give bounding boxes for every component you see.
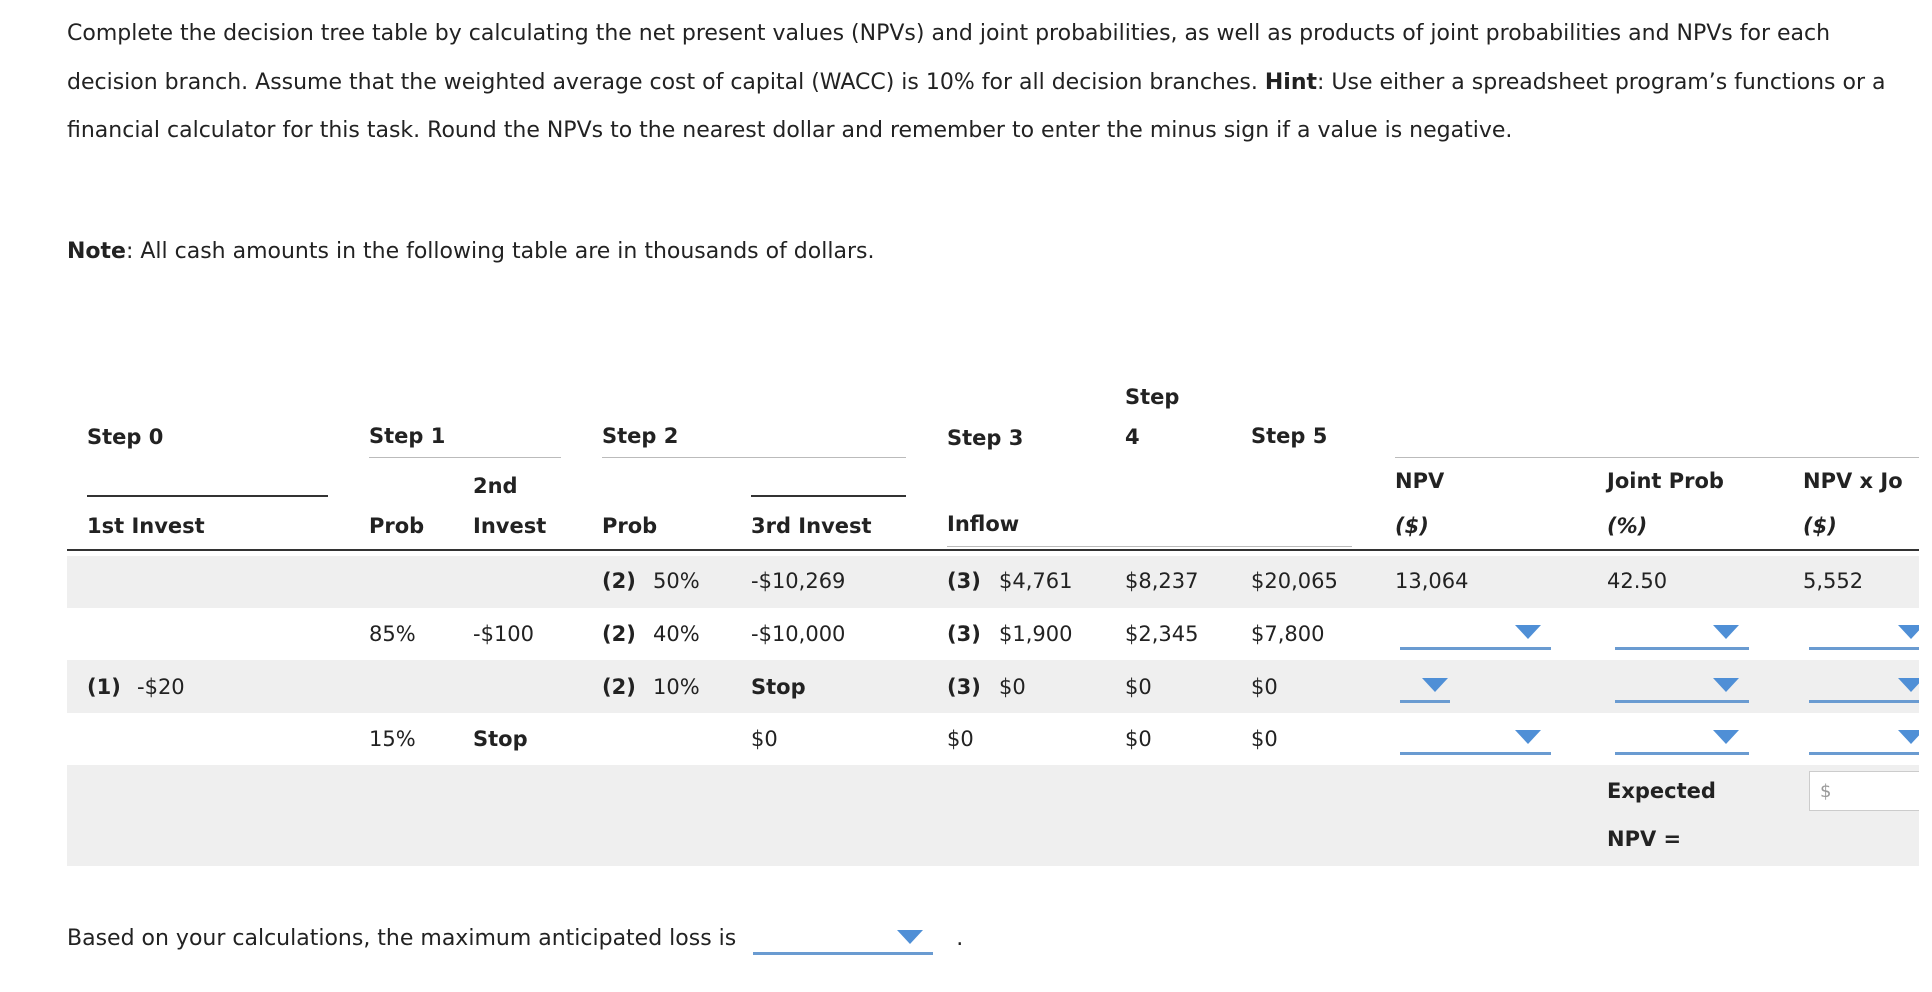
cell-tag: (2) [602, 569, 636, 593]
header: Inflow [947, 512, 1020, 536]
cell: $0 [1125, 727, 1152, 751]
cell: $0 [751, 727, 778, 751]
dropdown[interactable] [1400, 722, 1551, 755]
header-rule [751, 495, 906, 497]
cell: Stop [473, 727, 528, 751]
header: 2nd Invest [473, 474, 547, 538]
footer-end: . [956, 926, 964, 951]
header-unit: ($) [1803, 514, 1837, 538]
header: Prob [602, 514, 658, 538]
cell: $7,800 [1251, 622, 1325, 646]
cell: 85% [369, 622, 416, 646]
cell-tag: (1) [87, 675, 121, 699]
dropdown[interactable] [1809, 617, 1919, 650]
cell: 50% [653, 569, 700, 593]
dropdown[interactable] [1615, 722, 1749, 755]
cell: $20,065 [1251, 569, 1338, 593]
dropdown[interactable] [753, 922, 934, 955]
dropdown[interactable] [1809, 722, 1919, 755]
cell: $0 [999, 675, 1026, 699]
intro-text: : Use either a spreadsheet program’s fun… [67, 69, 1886, 144]
cell: -$100 [473, 622, 535, 646]
dropdown[interactable] [1400, 617, 1551, 650]
cell: -$10,269 [751, 569, 846, 593]
cell: $2,345 [1125, 622, 1199, 646]
row-bg [67, 556, 1919, 608]
header-rule [602, 457, 906, 458]
expected-npv-input[interactable]: $ [1809, 771, 1919, 811]
header: Prob [369, 514, 425, 538]
cell: 40% [653, 622, 700, 646]
header: 1st Invest [87, 514, 205, 538]
cell: Stop [751, 675, 806, 699]
header-unit: ($) [1395, 514, 1429, 538]
expected-label: Expected NPV = [1607, 779, 1716, 851]
cell-tag: (3) [947, 675, 981, 699]
cell: 15% [369, 727, 416, 751]
header-rule [87, 495, 328, 497]
header-rule [947, 546, 1352, 547]
dropdown[interactable] [1615, 670, 1749, 703]
note: Note: All cash amounts in the following … [67, 228, 874, 276]
row-bg [67, 765, 1919, 866]
cell: 42.50 [1607, 569, 1668, 593]
cell: $0 [947, 727, 974, 751]
cell-tag: (3) [947, 569, 981, 593]
note-text: : All cash amounts in the following tabl… [125, 239, 875, 264]
header: Step 3 [947, 426, 1024, 450]
cell: 10% [653, 675, 700, 699]
header: Step 0 [87, 425, 164, 449]
note-label: Note [67, 239, 126, 264]
header: Step 5 [1251, 424, 1328, 448]
header: Joint Prob [1607, 469, 1724, 493]
cell: $0 [1125, 675, 1152, 699]
cell: 5,552 [1803, 569, 1864, 593]
header: NPV x Jo [1803, 469, 1903, 493]
dropdown[interactable] [1809, 670, 1919, 703]
instructions: Complete the decision tree table by calc… [67, 10, 1927, 156]
cell: $0 [1251, 675, 1278, 699]
cell: $4,761 [999, 569, 1073, 593]
cell: $1,900 [999, 622, 1073, 646]
footer-text: Based on your calculations, the maximum … [67, 926, 737, 951]
hint-label: Hint [1264, 69, 1317, 95]
cell-tag: (2) [602, 622, 636, 646]
cell: $0 [1251, 727, 1278, 751]
header: Step 1 [369, 424, 446, 448]
header: Step 2 [602, 424, 679, 448]
cell-tag: (2) [602, 675, 636, 699]
header-bottom-rule [67, 549, 1919, 551]
header-rule [369, 457, 561, 458]
header: NPV [1395, 469, 1445, 493]
header-rule [1395, 457, 1919, 458]
row-bg [67, 660, 1919, 713]
cell: 13,064 [1395, 569, 1469, 593]
cell: -$20 [137, 675, 185, 699]
dropdown[interactable] [1400, 670, 1450, 703]
header: Step 4 [1125, 385, 1180, 449]
intro-text: Complete the decision tree table by calc… [67, 21, 1831, 95]
decision-tree-table: Step 0 Step 1 Step 2 Step 3 Step 4 Step … [67, 380, 1919, 880]
footer: Based on your calculations, the maximum … [67, 922, 963, 956]
cell-tag: (3) [947, 622, 981, 646]
header: 3rd Invest [751, 514, 872, 538]
cell: $8,237 [1125, 569, 1199, 593]
dropdown[interactable] [1615, 617, 1749, 650]
cell: -$10,000 [751, 622, 846, 646]
header-unit: (%) [1607, 514, 1648, 538]
currency-prefix: $ [1820, 781, 1832, 802]
